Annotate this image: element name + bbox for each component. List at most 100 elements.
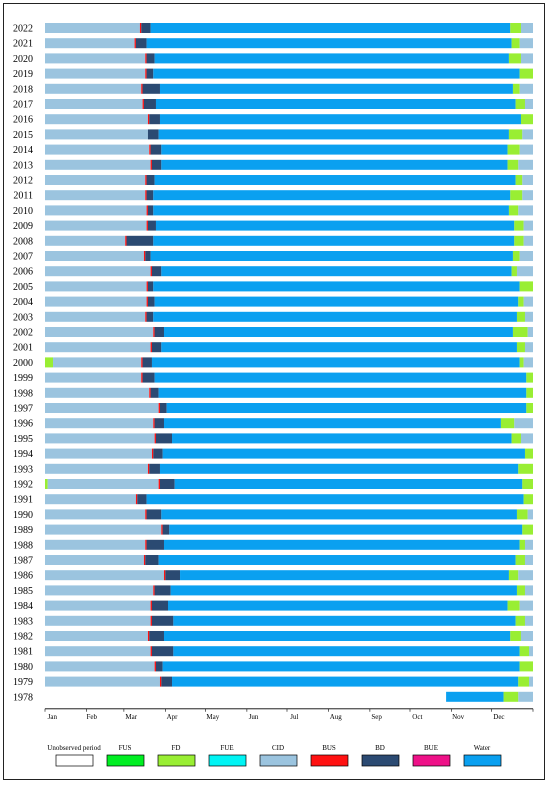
x-tick-label-jan: Jan [48,713,58,721]
bar-segment-2002-cid-5 [527,327,533,337]
bar-segment-2005-water-3 [153,281,520,292]
bar-segment-1993-fd-4 [518,463,533,474]
bar-segment-2003-bus-1 [145,311,147,322]
bar-segment-2009-cid-0 [45,220,147,231]
bar-segment-1983-cid-0 [45,615,151,626]
bar-segment-1987-bus-1 [143,555,146,565]
bar-segment-2002-fd-4 [512,327,528,337]
bar-segment-2015-bd-1 [147,129,159,140]
bar-segment-2021-cid-5 [519,38,533,49]
bar-segment-1980-bus-1 [154,661,156,672]
bar-segment-1979-fd-4 [518,676,529,687]
bar-segment-1981-bd-2 [151,646,174,657]
bar-segment-2013-bus-1 [150,159,152,170]
bar-segment-2009-bd-2 [147,220,156,231]
bar-segment-2014-bus-1 [149,144,151,155]
bar-segment-2012-cid-0 [45,175,146,185]
bar-segment-2018-bus-1 [141,83,143,94]
y-tick-label-1990: 1990 [13,510,33,521]
bar-segment-2012-bus-1 [145,175,147,185]
y-tick-label-2011: 2011 [13,191,33,202]
bar-segment-1979-bus-1 [159,676,162,687]
bar-segment-1992-fd-5 [522,479,533,489]
y-tick-label-1980: 1980 [13,662,33,673]
bar-segment-1989-bd-2 [162,524,170,535]
bar-segment-2011-cid-5 [522,190,533,201]
y-tick-label-1981: 1981 [13,647,33,658]
bar-segment-2001-cid-5 [524,342,533,353]
bar-segment-2001-bus-1 [150,342,152,353]
bar-segment-2001-water-3 [161,342,517,353]
bar-segment-1997-bd-2 [159,403,167,413]
bar-segment-1999-bd-2 [142,372,155,383]
bar-segment-2021-bus-1 [134,38,136,49]
bar-segment-2004-water-3 [154,296,519,307]
bar-segment-2022-fd-4 [510,23,521,33]
bar-segment-2015-fd-3 [508,129,523,140]
y-tick-label-1978: 1978 [13,692,33,703]
bar-segment-2020-fd-4 [508,53,521,64]
bar-segment-2020-bus-1 [145,53,147,64]
bar-segment-1998-cid-0 [45,387,150,398]
bar-segment-1982-water-3 [163,631,511,641]
bar-segment-1992-bd-3 [159,479,175,489]
bar-segment-2016-fd-4 [520,114,533,125]
bar-segment-1987-cid-5 [524,555,533,565]
bar-segment-1984-bd-2 [151,600,168,611]
bar-segment-2007-bus-1 [143,251,146,261]
bar-segment-2008-bus-1 [125,235,127,246]
bar-segment-1998-water-3 [158,387,527,398]
bar-segment-1985-fd-4 [516,585,525,596]
bar-segment-2019-fd-4 [519,68,533,79]
bar-segment-2004-fd-4 [518,296,524,307]
bar-segment-1998-bd-2 [150,387,159,398]
bar-segment-1981-cid-5 [528,646,533,657]
bar-segment-2010-bus-1 [146,205,148,216]
bar-segment-1999-cid-0 [45,372,142,383]
y-tick-label-2004: 2004 [13,297,33,308]
bars-layer [45,23,533,702]
bar-segment-1996-bd-2 [154,418,164,429]
y-tick-label-2010: 2010 [13,206,33,217]
y-tick-label-1983: 1983 [13,616,33,627]
x-tick-label-aug: Aug [330,713,343,721]
bar-segment-2006-fd-4 [511,266,517,277]
bar-segment-2003-cid-0 [45,311,146,322]
bar-segment-1996-fd-4 [500,418,515,429]
bar-segment-2010-water-3 [153,205,509,216]
legend-swatch-unobserved [55,754,94,767]
bar-segment-2019-bus-1 [145,68,147,79]
bar-segment-1979-cid-5 [528,676,533,687]
chart-frame [3,3,545,780]
bar-segment-2016-water-3 [159,114,521,125]
bar-segment-1978-cid-2 [518,691,533,702]
y-tick-label-1994: 1994 [13,449,33,460]
bar-segment-1985-bus-1 [153,585,155,596]
bar-segment-1982-bd-2 [149,631,164,641]
bar-segment-2013-fd-4 [507,159,519,170]
bar-segment-2017-bd-2 [143,99,156,109]
bar-segment-2002-water-3 [163,327,513,337]
bar-segment-1983-water-3 [173,615,516,626]
bar-segment-1987-water-3 [158,555,516,565]
bar-segment-1988-bd-2 [146,539,164,550]
y-tick-label-2020: 2020 [13,54,33,65]
bar-segment-2015-water-2 [158,129,509,140]
bar-segment-1980-water-3 [162,661,520,672]
y-tick-label-2005: 2005 [13,282,33,293]
bar-segment-2009-bus-1 [146,220,148,231]
bar-segment-1992-water-4 [174,479,523,489]
bar-segment-2019-water-3 [153,68,520,79]
y-tick-label-1999: 1999 [13,373,33,384]
legend-swatch-fus [106,754,145,767]
bar-segment-1988-fd-4 [519,539,525,550]
bar-segment-1991-cid-0 [45,494,136,505]
bar-segment-2009-water-3 [155,220,515,231]
y-tick-label-1986: 1986 [13,571,33,582]
bar-segment-1989-fd-4 [522,524,533,535]
bar-segment-2006-cid-5 [516,266,533,277]
bar-segment-1992-fd-0 [45,479,48,489]
y-tick-label-2008: 2008 [13,236,33,247]
bar-segment-2008-bd-2 [126,235,154,246]
bar-segment-2006-cid-0 [45,266,151,277]
